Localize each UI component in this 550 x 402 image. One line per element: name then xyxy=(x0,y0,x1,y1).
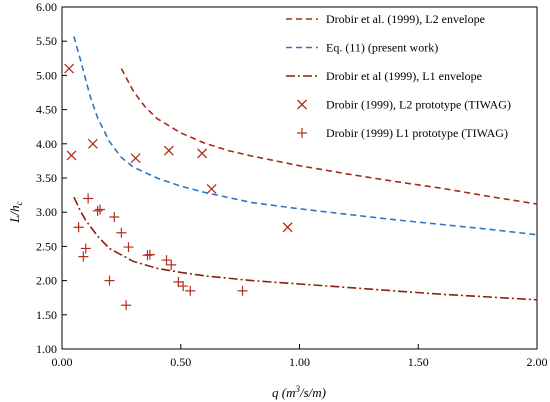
legend: Drobir et al. (1999), L2 envelope Eq. (11… xyxy=(286,12,511,140)
y-axis-label: L/hc xyxy=(7,201,24,223)
series-layer xyxy=(64,36,538,311)
point-plus-marker xyxy=(116,227,127,238)
point-plus-marker xyxy=(185,285,196,296)
point-x-marker xyxy=(64,63,75,74)
x-tick-label: 1.50 xyxy=(408,355,429,369)
point-plus-marker xyxy=(161,255,172,266)
plot-area xyxy=(61,6,538,350)
x-axis-label-tail: /s/m) xyxy=(299,385,326,400)
series-4 xyxy=(73,193,248,311)
legend-label: Drobir (1999) L1 prototype (TIWAG) xyxy=(326,126,508,140)
y-tick-label: 1.00 xyxy=(36,342,57,356)
point-x-marker xyxy=(197,148,208,159)
x-tick-label: 1.00 xyxy=(289,355,310,369)
point-plus-marker xyxy=(142,250,153,261)
legend-item-4: Drobir (1999) L1 prototype (TIWAG) xyxy=(297,126,508,140)
point-x-marker xyxy=(87,138,98,149)
y-axis-label-main: L/h xyxy=(7,205,22,223)
y-tick-label: 1.50 xyxy=(36,308,57,322)
point-x-marker xyxy=(130,153,141,164)
point-plus-marker xyxy=(92,205,103,216)
point-x-marker xyxy=(66,150,77,161)
y-tick-label: 5.00 xyxy=(36,68,57,82)
x-tick-label: 0.00 xyxy=(52,355,73,369)
y-tick-label: 2.00 xyxy=(36,274,57,288)
y-tick-label: 4.00 xyxy=(36,137,57,151)
x-axis-label-sup: 3 xyxy=(294,384,300,394)
y-axis-label-sub: c xyxy=(14,201,24,205)
point-x-marker xyxy=(206,183,217,194)
point-plus-marker xyxy=(237,285,248,296)
legend-swatch xyxy=(297,128,307,138)
y-tick-label: 3.50 xyxy=(36,171,57,185)
series-1 xyxy=(73,36,538,236)
plot-frame xyxy=(61,6,538,350)
point-plus-marker xyxy=(83,193,94,204)
point-plus-marker xyxy=(109,211,120,222)
y-tick-label: 2.50 xyxy=(36,239,57,253)
point-plus-marker xyxy=(144,249,155,260)
point-x-marker xyxy=(163,145,174,156)
y-tick-label: 4.50 xyxy=(36,103,57,117)
point-plus-marker xyxy=(121,300,132,311)
series-3 xyxy=(64,63,293,233)
legend-label: Drobir et al. (1999), L2 envelope xyxy=(326,12,485,26)
point-plus-marker xyxy=(73,222,84,233)
series-line xyxy=(73,196,538,301)
y-tick-label: 6.00 xyxy=(36,0,57,14)
legend-item-0: Drobir et al. (1999), L2 envelope xyxy=(286,12,485,26)
x-axis-label: q (m3/s/m) xyxy=(272,384,326,400)
legend-label: Drobir (1999), L2 prototype (TIWAG) xyxy=(326,98,511,112)
point-plus-marker xyxy=(166,259,177,270)
point-plus-marker xyxy=(123,242,134,253)
point-plus-marker xyxy=(104,275,115,286)
legend-item-1: Eq. (11) (present work) xyxy=(286,41,438,55)
x-tick-label: 0.50 xyxy=(170,355,191,369)
series-0 xyxy=(120,68,538,205)
series-2 xyxy=(73,196,538,301)
point-plus-marker xyxy=(95,204,105,215)
ticks: 1.00 1.50 2.00 2.50 3.00 3.50 4.00 4.50 5.00 5.50… xyxy=(36,0,548,369)
x-axis-label-main: q (m xyxy=(272,385,295,400)
legend-label: Drobir et al (1999), L1 envelope xyxy=(326,69,482,83)
legend-item-2: Drobir et al (1999), L1 envelope xyxy=(286,69,482,83)
y-tick-label: 5.50 xyxy=(36,34,57,48)
point-plus-marker xyxy=(80,243,91,254)
point-x-marker xyxy=(282,222,293,233)
legend-swatch xyxy=(297,99,307,110)
point-plus-marker xyxy=(78,251,89,262)
series-line xyxy=(120,68,538,205)
series-line xyxy=(73,36,538,236)
legend-item-3: Drobir (1999), L2 prototype (TIWAG) xyxy=(297,98,511,112)
point-plus-marker xyxy=(173,276,184,287)
point-plus-marker xyxy=(178,281,189,292)
legend-label: Eq. (11) (present work) xyxy=(326,41,438,55)
x-tick-label: 2.00 xyxy=(527,355,548,369)
y-tick-label: 3.00 xyxy=(36,205,57,219)
